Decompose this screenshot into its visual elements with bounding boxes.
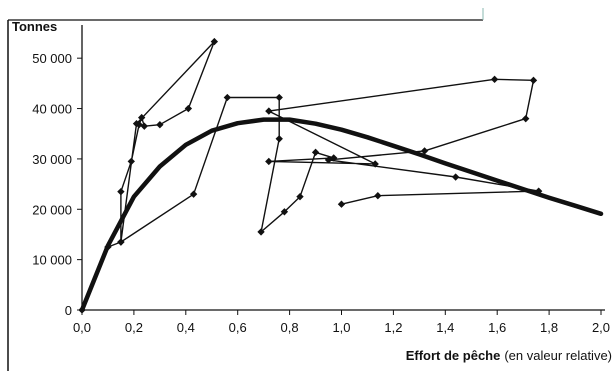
observed-point-marker: [223, 93, 232, 102]
observed-point-marker: [184, 104, 193, 113]
x-tick-label: 0,8: [281, 320, 299, 335]
observed-point-marker: [324, 156, 333, 164]
x-tick-label: 0,2: [125, 320, 143, 335]
x-tick-label: 0,6: [229, 320, 247, 335]
observed-point-marker: [117, 187, 125, 196]
observed-point-marker: [337, 200, 346, 208]
observed-point-marker: [420, 147, 429, 155]
observed-point-marker: [265, 107, 273, 115]
x-tick-label: 1,4: [436, 320, 454, 335]
y-tick-label: 30 000: [32, 152, 72, 167]
series-layer: [78, 37, 604, 314]
observed-point-marker: [296, 192, 304, 201]
observed-point-marker: [189, 190, 198, 198]
fitted-curve-line: [79, 117, 604, 313]
observed-point-marker: [257, 228, 265, 236]
y-axis-title: Tonnes: [12, 19, 57, 34]
x-tick-label: 0,0: [73, 320, 91, 335]
y-tick-label: 20 000: [32, 202, 72, 217]
observed-point-marker: [374, 192, 382, 200]
observed-point-marker: [275, 135, 283, 143]
observed-point-marker: [117, 238, 125, 246]
observed-point-marker: [311, 148, 320, 157]
chart-frame: [7, 8, 484, 371]
observed-point-marker: [275, 93, 283, 102]
y-tick-label: 50 000: [32, 51, 72, 66]
x-tick-label: 2,0: [592, 320, 610, 335]
observed-point-marker: [529, 76, 538, 85]
y-tick-label: 40 000: [32, 102, 72, 117]
x-tick-label: 1,6: [488, 320, 506, 335]
y-tick-label: 0: [65, 303, 72, 318]
x-axis-title-note: (en valeur relative): [504, 348, 612, 363]
x-tick-label: 1,2: [384, 320, 402, 335]
observed-point-marker: [156, 121, 164, 129]
observed-point-marker: [265, 157, 273, 166]
observed-point-marker: [140, 122, 148, 130]
y-tick-label: 10 000: [32, 253, 72, 268]
observed-point-marker: [490, 75, 499, 84]
x-tick-label: 1,8: [540, 320, 558, 335]
observed-point-marker: [451, 173, 460, 181]
observed-point-marker: [127, 157, 135, 166]
axis-labels: Tonnes Effort de pêche (en valeur relativ…: [12, 19, 612, 363]
observed-series-line: [81, 40, 540, 311]
x-axis-title: Effort de pêche (en valeur relative): [406, 348, 612, 363]
x-tick-label: 1,0: [332, 320, 350, 335]
x-tick-label: 0,4: [177, 320, 195, 335]
x-axis-title-main: Effort de pêche: [406, 348, 501, 363]
axis-ticks: 0,0 0,2 0,4 0,6 0,8 1,0 1,2 1,4 1,6 1,8 2,0 0 10 000…: [32, 25, 610, 335]
observed-point-marker: [522, 114, 530, 123]
